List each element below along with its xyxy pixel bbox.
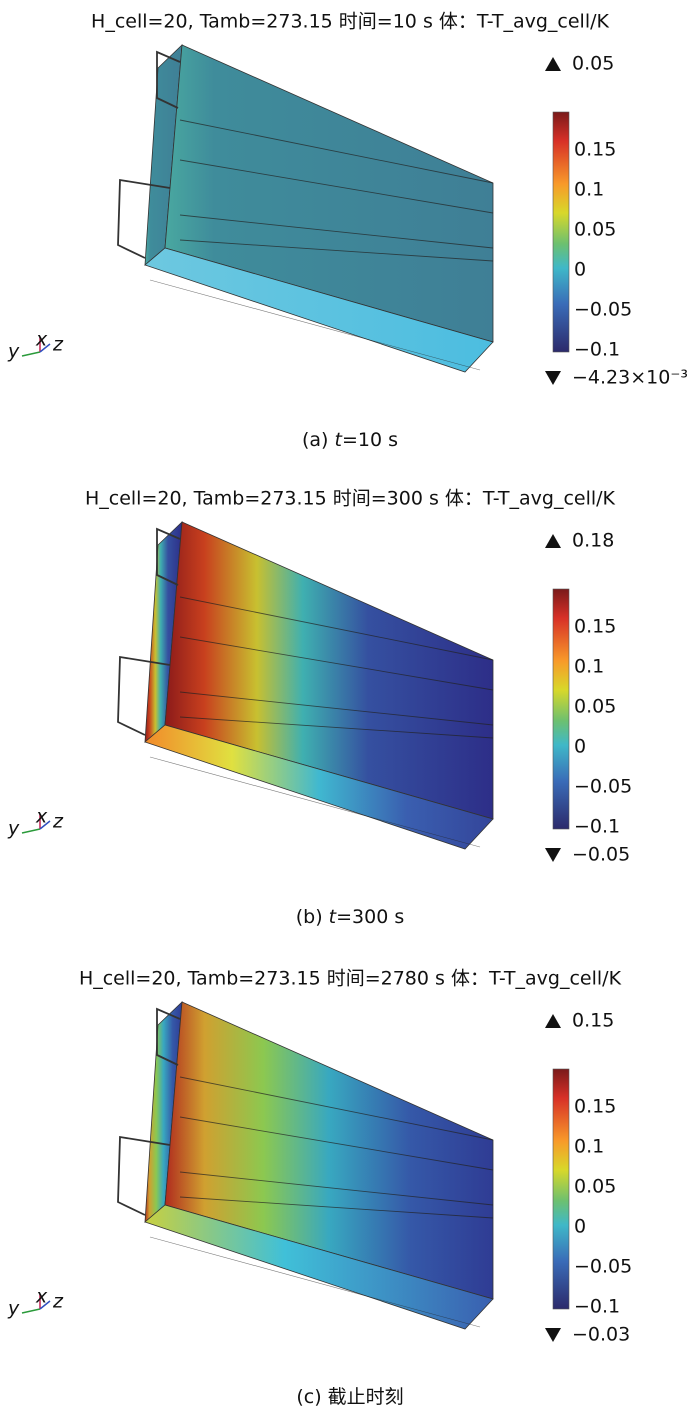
tab [156,527,181,586]
edge-line [179,1116,494,1171]
triad-label: z [52,334,64,356]
colorbar-tick-label: −0.1 [574,339,620,361]
colorbar-tick-label: −0.05 [574,299,632,321]
edge-line [179,636,494,691]
caption-prefix: (c) 截止时刻 [296,1386,403,1408]
edge-line [179,159,494,214]
colorbar-tick-label: 0 [574,259,586,281]
min-marker [545,1328,561,1342]
caption-prefix: (b) [296,906,329,928]
tab [117,178,171,259]
triad-label: y [7,818,20,840]
edge-line [179,239,494,262]
colorbar [552,111,570,353]
min-marker [545,848,561,862]
battery-bottom [144,247,494,373]
colorbar [552,1068,570,1310]
max-label: 0.15 [572,1010,614,1032]
triad-axis [39,820,51,830]
edge-line [149,756,481,848]
triad-label: x [35,806,48,828]
colorbar-tick-label: 0.1 [574,179,604,201]
caption-variable: t [329,906,338,928]
edge-line [179,1076,494,1141]
colorbar-tick-label: −0.05 [574,1256,632,1278]
tab [117,655,171,736]
colorbar-tick-label: 0.1 [574,656,604,678]
panel: H_cell=20, Tamb=273.15 时间=300 s 体：T-T_av… [7,488,632,928]
edge-line [179,214,494,249]
triad-label: y [7,341,20,363]
triad-label: x [35,329,48,351]
caption: (b) t=300 s [296,906,405,928]
edge-line [179,596,494,661]
max-marker [545,57,561,71]
caption-rest: =10 s [342,429,398,451]
panel: H_cell=20, Tamb=273.15 时间=2780 s 体：T-T_a… [7,968,632,1408]
battery-bottom [144,1204,494,1330]
min-marker [545,371,561,385]
colorbar-tick-label: 0.1 [574,1136,604,1158]
plot-title: H_cell=20, Tamb=273.15 时间=300 s 体：T-T_av… [85,488,616,510]
tab [117,1135,171,1216]
triad-axis [21,828,41,834]
colorbar-tick-label: −0.1 [574,816,620,838]
edge-line [149,1236,481,1328]
triad-label: z [52,811,64,833]
max-marker [545,534,561,548]
colorbar-tick-label: 0.15 [574,616,616,638]
triad-axis [39,343,51,353]
edge-line [179,716,494,739]
max-marker [545,1014,561,1028]
edge-line [179,1171,494,1206]
colorbar-tick-label: 0.05 [574,696,616,718]
caption-prefix: (a) [302,429,335,451]
colorbar-tick-label: −0.1 [574,1296,620,1318]
triad-axis [21,1308,41,1314]
tab [156,50,181,109]
edge-line [179,1196,494,1219]
caption-variable: t [335,429,344,451]
triad-label: z [52,1291,64,1313]
max-label: 0.18 [572,530,614,552]
min-label: −0.03 [572,1324,630,1346]
min-label: −0.05 [572,844,630,866]
caption: (c) 截止时刻 [296,1386,403,1408]
edge-line [149,279,481,371]
panel: H_cell=20, Tamb=273.15 时间=10 s 体：T-T_avg… [7,11,688,451]
triad-label: x [35,1286,48,1308]
colorbar-tick-label: 0.05 [574,1176,616,1198]
triad-axis [39,1300,51,1310]
max-label: 0.05 [572,53,614,75]
colorbar-tick-label: 0 [574,1216,586,1238]
colorbar-tick-label: 0.05 [574,219,616,241]
colorbar [552,588,570,830]
plot-title: H_cell=20, Tamb=273.15 时间=10 s 体：T-T_avg… [91,11,609,33]
colorbar-tick-label: 0 [574,736,586,758]
colorbar-tick-label: 0.15 [574,1096,616,1118]
edge-line [179,691,494,726]
tab [156,1007,181,1066]
triad-label: y [7,1298,20,1320]
edge-line [179,119,494,184]
plot-title: H_cell=20, Tamb=273.15 时间=2780 s 体：T-T_a… [79,968,622,990]
min-label: −4.23×10⁻³ [572,367,688,389]
caption: (a) t=10 s [302,429,398,451]
colorbar-tick-label: 0.15 [574,139,616,161]
triad-axis [21,351,41,357]
colorbar-tick-label: −0.05 [574,776,632,798]
battery-bottom [144,724,494,850]
caption-rest: =300 s [336,906,404,928]
